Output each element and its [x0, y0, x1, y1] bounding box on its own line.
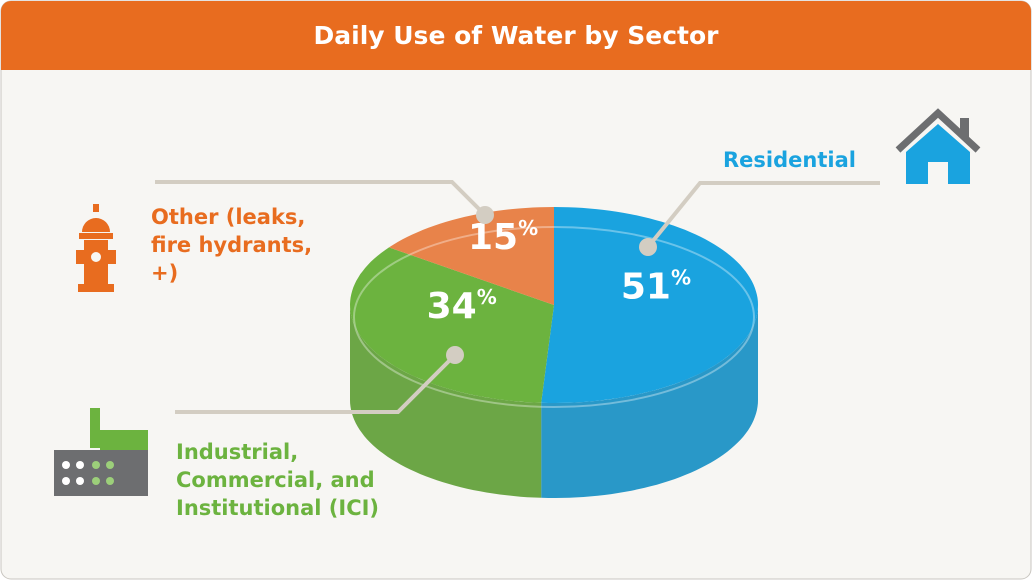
value-label: 15%	[468, 216, 538, 258]
slice	[389, 207, 554, 305]
leader-line	[155, 180, 487, 217]
hydrant-icon	[76, 204, 116, 292]
slice	[350, 247, 554, 403]
value-label: 51%	[621, 266, 691, 308]
category-label: Industrial, Commercial, and Institutiona…	[176, 440, 380, 520]
leader-line	[646, 181, 880, 249]
slice-side	[541, 305, 758, 498]
slice	[541, 207, 758, 403]
slice-side	[350, 305, 542, 498]
leader-dot	[446, 346, 464, 364]
chart-title: Daily Use of Water by Sector	[314, 21, 720, 50]
leader-dots	[446, 206, 657, 364]
gloss	[353, 226, 755, 408]
leaders	[155, 180, 880, 414]
category-label: Other (leaks, fire hydrants, +)	[151, 205, 313, 285]
leader-dot	[476, 206, 494, 224]
leader-line	[175, 353, 457, 414]
factory-icon	[54, 408, 148, 496]
category-label: Residential	[723, 148, 856, 172]
value-label: 34%	[427, 285, 497, 327]
leader-dot	[639, 238, 657, 256]
header	[1, 1, 1031, 70]
pie: 51% 34% 15%	[350, 207, 758, 498]
house-icon	[895, 108, 981, 184]
